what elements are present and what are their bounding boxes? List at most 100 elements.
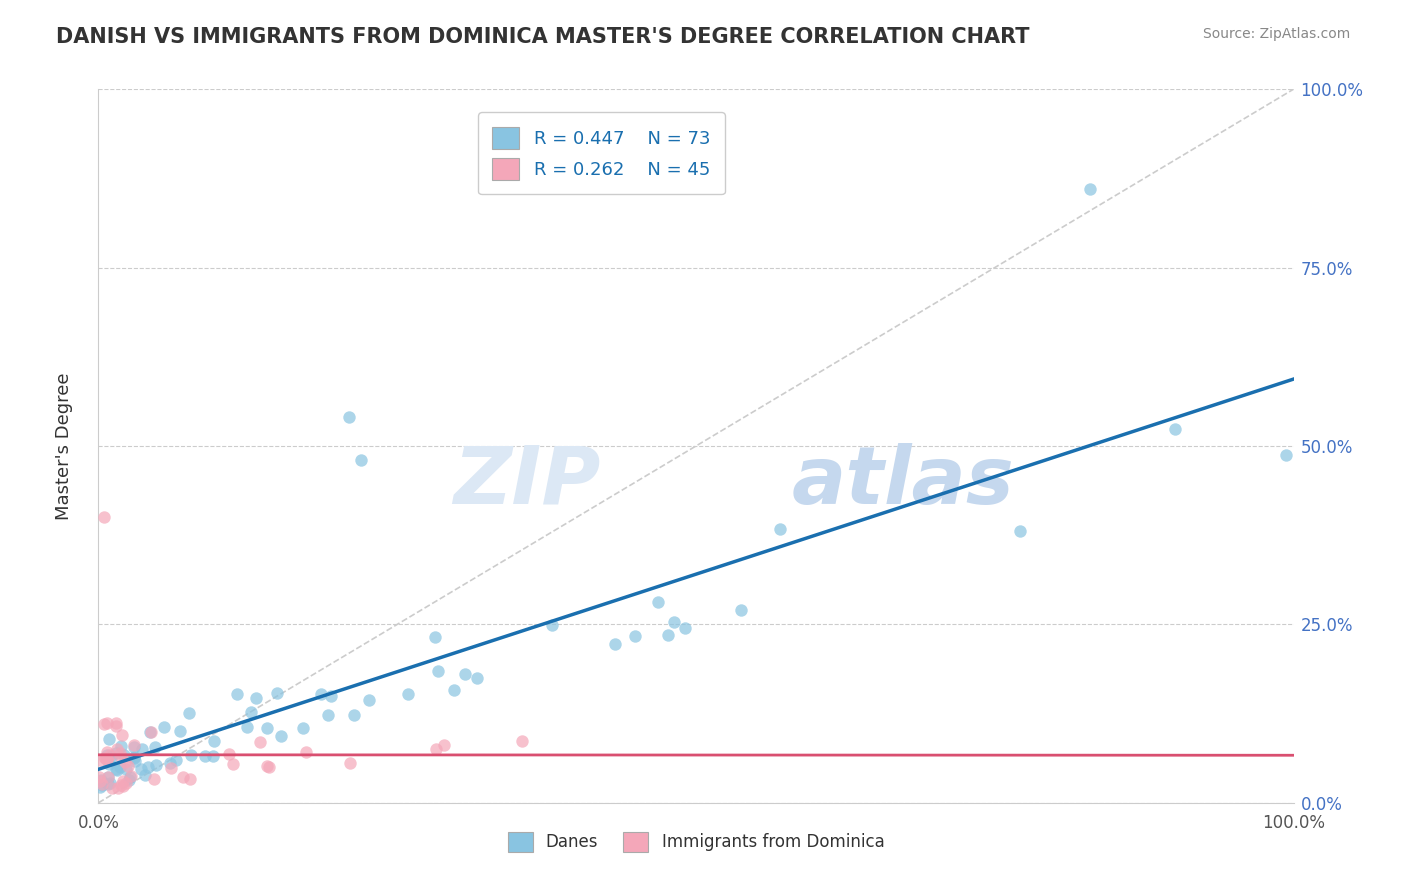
Text: Source: ZipAtlas.com: Source: ZipAtlas.com [1202, 27, 1350, 41]
Point [153, 720, 176, 734]
Point [93, 716, 115, 731]
Point [294, 745, 316, 759]
Point [222, 757, 245, 772]
Point [177, 706, 200, 721]
Point [97, 770, 120, 784]
Point [96, 751, 118, 765]
Point [98, 747, 121, 762]
Point [350, 453, 373, 467]
Point [97, 770, 120, 784]
Point [266, 686, 288, 700]
Point [129, 762, 152, 776]
Text: ZIP: ZIP [453, 442, 600, 521]
Point [118, 772, 141, 787]
Point [117, 759, 139, 773]
Point [321, 689, 343, 703]
Point [623, 629, 645, 643]
Point [316, 708, 339, 723]
Legend: Danes, Immigrants from Dominica: Danes, Immigrants from Dominica [501, 825, 891, 859]
Point [172, 770, 194, 784]
Point [257, 760, 280, 774]
Point [104, 746, 127, 760]
Point [139, 725, 162, 739]
Point [249, 735, 271, 749]
Point [98, 776, 121, 790]
Point [664, 615, 686, 629]
Point [202, 734, 225, 748]
Point [180, 748, 202, 763]
Point [110, 750, 132, 764]
Point [105, 715, 128, 730]
Point [143, 739, 166, 754]
Point [97, 777, 120, 791]
Point [1274, 448, 1296, 462]
Point [143, 772, 166, 786]
Text: atlas: atlas [792, 442, 1014, 521]
Point [605, 637, 627, 651]
Point [343, 707, 366, 722]
Point [89, 780, 111, 794]
Point [292, 721, 315, 735]
Point [510, 733, 533, 747]
Point [145, 758, 167, 772]
Point [647, 594, 669, 608]
Point [96, 752, 118, 766]
Point [120, 769, 142, 783]
Point [114, 762, 136, 776]
Point [100, 781, 122, 796]
Point [769, 522, 792, 536]
Point [245, 690, 267, 705]
Point [114, 755, 136, 769]
Point [423, 630, 446, 644]
Point [111, 779, 134, 793]
Point [1164, 422, 1187, 436]
Point [236, 720, 259, 734]
Point [124, 751, 146, 765]
Text: DANISH VS IMMIGRANTS FROM DOMINICA MASTER'S DEGREE CORRELATION CHART: DANISH VS IMMIGRANTS FROM DOMINICA MASTE… [56, 27, 1029, 46]
Point [98, 731, 121, 746]
Point [107, 781, 129, 796]
Point [112, 747, 135, 762]
Point [108, 746, 131, 760]
Point [1010, 524, 1032, 538]
Point [110, 760, 132, 774]
Point [94, 751, 117, 765]
Point [309, 687, 332, 701]
Point [96, 747, 118, 762]
Point [111, 773, 134, 788]
Point [339, 410, 361, 425]
Point [396, 687, 419, 701]
Point [89, 774, 111, 789]
Point [110, 739, 132, 754]
Point [270, 729, 292, 743]
Point [110, 727, 132, 741]
Point [540, 617, 562, 632]
Point [122, 740, 145, 755]
Point [657, 628, 679, 642]
Point [136, 760, 159, 774]
Point [89, 753, 111, 767]
Point [104, 762, 127, 776]
Point [90, 778, 112, 792]
Point [201, 749, 224, 764]
Point [105, 742, 128, 756]
Y-axis label: Master's Degree: Master's Degree [55, 372, 73, 520]
Point [1080, 182, 1102, 196]
Point [193, 748, 215, 763]
Point [159, 756, 181, 771]
Point [454, 667, 477, 681]
Point [110, 779, 132, 793]
Point [105, 763, 128, 777]
Point [114, 776, 136, 790]
Point [100, 750, 122, 764]
Point [122, 739, 145, 753]
Point [339, 756, 361, 770]
Point [425, 741, 447, 756]
Point [139, 725, 162, 739]
Point [93, 751, 115, 765]
Point [98, 756, 121, 771]
Point [256, 759, 278, 773]
Point [124, 754, 146, 768]
Point [673, 621, 696, 635]
Point [465, 671, 488, 685]
